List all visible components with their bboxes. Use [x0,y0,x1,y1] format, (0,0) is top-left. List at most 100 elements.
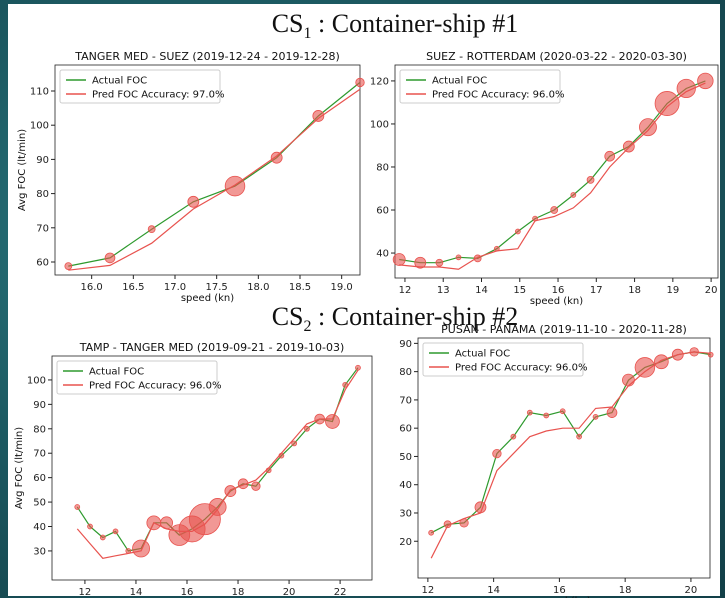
x-tick-label: 20 [283,587,296,598]
bubble [112,528,119,535]
y-tick-label: 110 [30,86,49,97]
bubble [251,481,261,491]
bubble [604,150,616,162]
y-tick-label: 80 [399,367,412,378]
x-tick-label: 19 [666,285,679,296]
x-tick-label: 17.5 [206,282,228,293]
bubble [606,407,618,418]
x-tick-label: 20 [705,285,718,296]
bubble [622,140,635,153]
series-line [399,82,706,270]
section-heading: CS2 : Container-ship #2 [272,302,519,335]
bubble [639,118,657,137]
legend-label: Pred FOC Accuracy: 96.0% [89,381,221,392]
bubble [592,414,599,420]
chart-title: SUEZ - ROTTERDAM (2020-03-22 - 2020-03-3… [426,50,687,63]
y-tick-label: 60 [36,258,49,269]
x-tick-label: 18.5 [289,282,311,293]
x-tick-label: 16.5 [122,282,144,293]
x-tick-label: 18 [232,587,245,598]
x-tick-label: 17.0 [164,282,186,293]
x-tick-label: 17 [590,285,603,296]
x-tick-label: 18.0 [247,282,269,293]
y-tick-label: 90 [399,339,412,350]
bubble [74,504,81,510]
heading-prefix: CS [272,9,304,38]
bubble [435,258,444,267]
x-tick-label: 15 [513,285,526,296]
x-tick-label: 13 [437,285,450,296]
chart: PUSAN - PANAMA (2019-11-10 - 2020-11-28)… [399,323,714,598]
y-tick-label: 40 [399,480,412,491]
y-tick-label: 100 [30,121,49,132]
x-tick-label: 12 [421,585,434,596]
y-tick-label: 90 [36,155,49,166]
y-tick-label: 100 [27,375,46,386]
bubble [576,433,582,440]
y-tick-label: 70 [33,449,46,460]
bubble [304,425,310,432]
x-tick-label: 18 [628,285,641,296]
y-tick-label: 60 [399,424,412,435]
y-tick-label: 120 [370,76,389,87]
bubble [622,373,635,387]
bubble [325,414,340,429]
series-line [430,351,711,559]
bubble [312,110,325,122]
section-heading: CS1 : Container-ship #1 [272,9,519,42]
legend-label: Pred FOC Accuracy: 96.0% [455,363,587,374]
heading-text: : Container-ship #2 [312,302,519,331]
chart: TAMP - TANGER MED (2019-09-21 - 2019-10-… [14,341,373,598]
bubble [586,176,595,184]
y-tick-label: 30 [33,546,46,557]
bubble [224,175,246,197]
chart-title: TAMP - TANGER MED (2019-09-21 - 2019-10-… [79,341,345,354]
y-tick-label: 70 [36,223,49,234]
bubble [187,195,200,208]
y-tick-label: 50 [399,452,412,463]
bubble [428,529,435,536]
bubble [653,354,669,370]
y-axis-label: Avg FOC (lt/min) [17,129,28,211]
heading-text: : Container-ship #1 [312,9,519,38]
y-tick-label: 60 [33,473,46,484]
chart-title: TANGER MED - SUEZ (2019-12-24 - 2019-12-… [74,50,340,63]
bubble [355,364,361,371]
bubble [147,225,156,234]
legend-box [56,360,218,395]
legend-label: Actual FOC [92,76,147,87]
x-tick-label: 19.0 [331,282,353,293]
bubble [342,381,349,388]
y-tick-label: 80 [36,189,49,200]
bubble [514,228,521,235]
bubble [492,448,502,459]
legend-label: Actual FOC [432,76,487,87]
x-axis-label: speed (kn) [181,293,234,304]
heading-subscript: 2 [304,318,312,335]
chart-title: PUSAN - PANAMA (2019-11-10 - 2020-11-28) [441,323,687,336]
y-tick-label: 80 [376,162,389,173]
plot-area [417,337,711,579]
legend-label: Pred FOC Accuracy: 96.0% [432,90,564,101]
bubble [291,440,298,447]
x-tick-label: 14 [487,585,500,596]
y-tick-label: 60 [376,206,389,217]
y-tick-label: 40 [376,249,389,260]
heading-subscript: 1 [304,25,312,42]
y-tick-label: 70 [399,395,412,406]
bubble [676,78,696,99]
legend-box [399,69,561,104]
y-tick-label: 80 [33,424,46,435]
bubble [526,409,533,416]
x-tick-label: 20 [685,585,698,596]
x-tick-label: 14 [130,587,143,598]
heading-prefix: CS [272,302,304,331]
bubble [414,256,427,269]
y-tick-label: 40 [33,522,46,533]
bubble [550,206,559,214]
legend-label: Pred FOC Accuracy: 97.0% [92,90,224,101]
y-axis-label: Avg FOC (lt/min) [14,427,25,509]
x-tick-label: 12 [79,587,92,598]
y-tick-label: 20 [399,537,412,548]
